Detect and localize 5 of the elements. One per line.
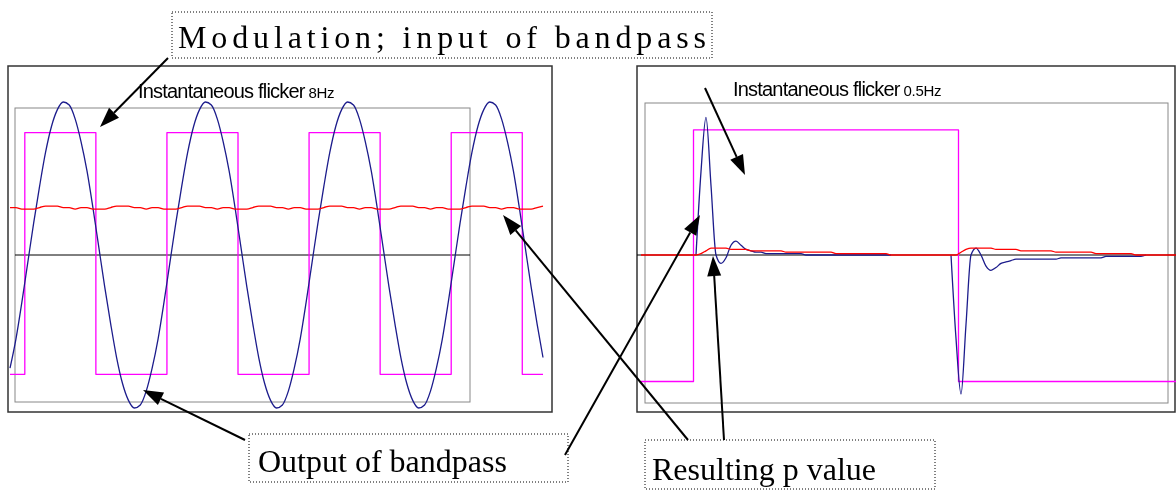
chart-title: Instantaneous flicker 0.5Hz xyxy=(733,78,942,100)
text: Output of bandpass xyxy=(258,443,507,479)
text: Modulation; input of bandpass xyxy=(178,19,706,55)
text: Resulting p value xyxy=(652,451,876,487)
chart-title: Instantaneous flicker 8Hz xyxy=(138,80,335,102)
